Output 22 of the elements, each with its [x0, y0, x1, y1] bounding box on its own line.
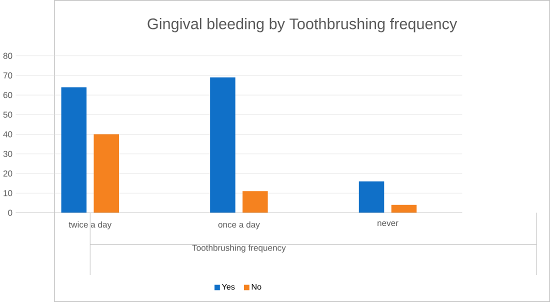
bar — [391, 204, 417, 213]
x-tick-label: never — [378, 221, 398, 226]
bar — [94, 134, 119, 213]
chart-title: Gingival bleeding by Toothbrushing frequency — [148, 18, 458, 32]
x-tick-label: twice a day — [68, 221, 112, 230]
legend-label: No — [252, 284, 262, 290]
y-tick-label: 10 — [4, 190, 12, 196]
y-tick-label: 30 — [3, 150, 12, 157]
legend-label: Yes — [222, 284, 235, 290]
y-tick-label: 80 — [3, 52, 12, 59]
bar — [358, 181, 384, 213]
bar — [61, 87, 87, 213]
y-tick-label: 60 — [3, 92, 12, 98]
bar — [242, 191, 268, 213]
x-axis-title: Toothbrushing frequency — [192, 244, 286, 253]
y-tick-label: 40 — [3, 131, 12, 138]
y-tick-label: 50 — [3, 112, 12, 118]
y-tick-label: 20 — [3, 170, 12, 177]
bar — [210, 77, 236, 213]
y-tick-label: 0 — [8, 210, 12, 216]
x-tick-label: once a day — [218, 221, 260, 230]
y-tick-label: 70 — [3, 72, 12, 78]
